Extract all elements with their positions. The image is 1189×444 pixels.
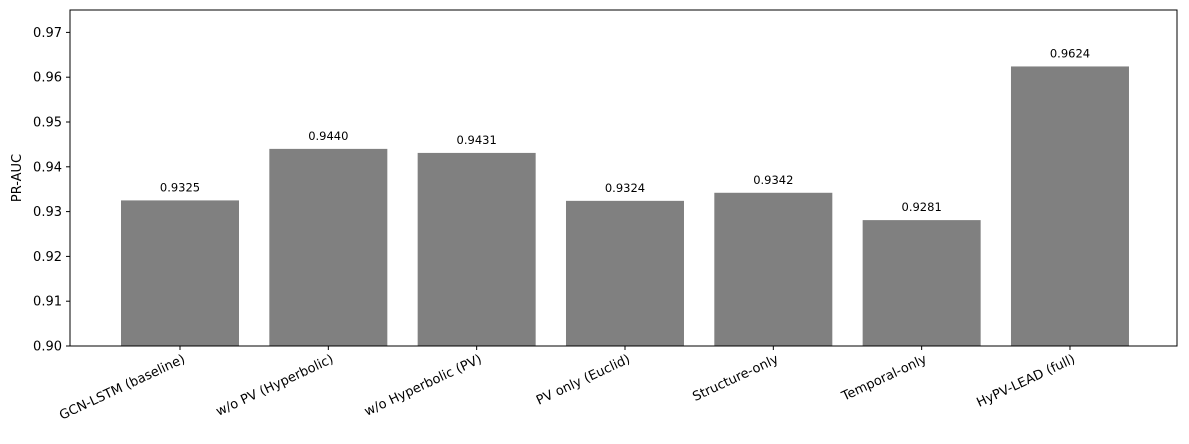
x-tick-label-6: Temporal-only [839,352,930,405]
bars-layer [121,66,1129,346]
y-axis-label: PR-AUC [10,154,25,202]
y-tick-label-4: 0.93 [33,205,62,220]
y-tick-label-6: 0.95 [33,116,62,131]
bar-5 [714,192,833,346]
y-tick-label-2: 0.91 [33,295,62,310]
bar-6 [862,220,981,346]
data-label-3: 0.9431 [457,133,497,147]
data-label-1: 0.9325 [160,180,200,194]
bar-3 [417,152,536,346]
x-tick-label-2: w/o PV (Hyperbolic) [214,352,336,420]
x-tick-label-7: HyPV-LEAD (full) [975,352,1078,411]
bar-7 [1010,66,1129,346]
x-axis: GCN-LSTM (baseline) w/o PV (Hyperbolic) w/… [57,346,1078,424]
data-label-6: 0.9281 [902,200,942,214]
x-tick-label-5: Structure-only [690,352,781,405]
y-tick-label-3: 0.92 [33,250,62,265]
y-tick-label-8: 0.97 [33,26,62,41]
y-tick-label-1: 0.90 [33,340,62,355]
x-tick-label-3: w/o Hyperbolic (PV) [362,352,484,420]
x-tick-label-4: PV only (Euclid) [534,352,633,409]
bar-2 [269,148,388,346]
y-tick-label-5: 0.94 [33,160,62,175]
data-label-4: 0.9324 [605,181,645,195]
plot-frame [69,9,1178,347]
data-labels-layer: 0.9325 0.9440 0.9431 0.9324 0.9342 0.9281 0.96… [160,46,1090,214]
data-label-5: 0.9342 [753,173,793,187]
bar-4 [565,200,684,346]
y-tick-label-7: 0.96 [33,71,62,86]
y-axis: 0.90 0.91 0.92 0.93 0.94 0.95 0.96 0.97 [33,26,70,355]
bar-1 [121,200,239,346]
data-label-7: 0.9624 [1050,46,1090,60]
data-label-2: 0.9440 [308,129,348,143]
x-tick-label-1: GCN-LSTM (baseline) [57,352,187,423]
